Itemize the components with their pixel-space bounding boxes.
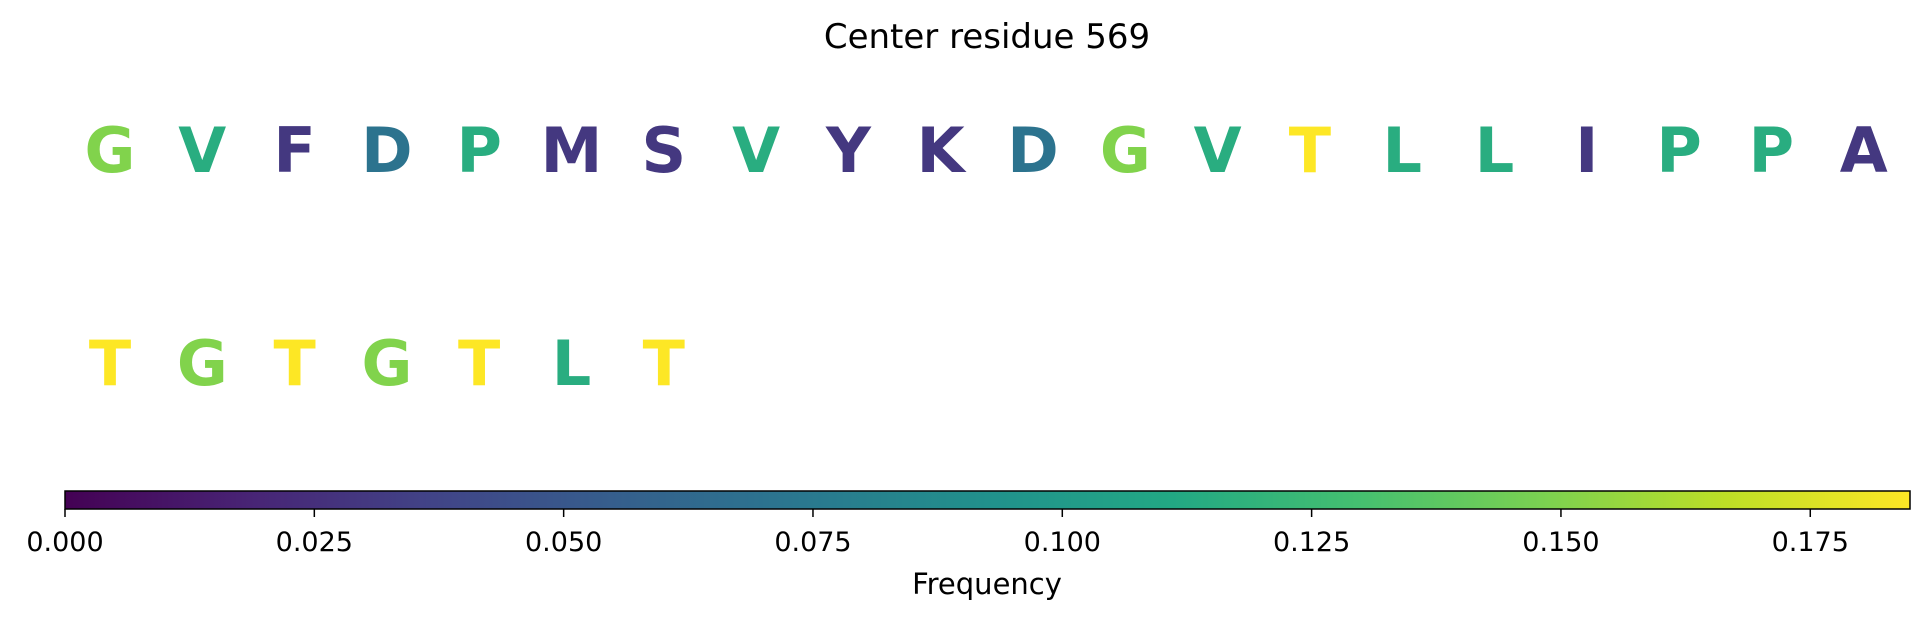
colorbar-tick-label: 0.025 — [276, 527, 353, 558]
residue-f-1-3: F — [273, 114, 315, 187]
colorbar-tick-label: 0.000 — [26, 527, 103, 558]
residue-t-2-3: T — [273, 327, 315, 400]
residue-i-1-17: I — [1575, 114, 1598, 187]
residue-t-2-7: T — [643, 327, 685, 400]
residue-l-1-16: L — [1475, 114, 1515, 187]
residue-t-1-14: T — [1289, 114, 1331, 187]
colorbar-tick-label: 0.175 — [1772, 527, 1849, 558]
colorbar-label: Frequency — [912, 567, 1062, 601]
residue-d-1-11: D — [1007, 114, 1058, 187]
residue-y-1-9: Y — [825, 114, 872, 187]
residue-v-1-8: V — [732, 114, 780, 187]
residue-p-1-18: P — [1656, 114, 1701, 187]
residue-g-1-12: G — [1100, 114, 1151, 187]
residue-logo: G V F D P M S V Y K D G V T L L I P P AT G T G T L T — [85, 114, 1888, 400]
colorbar-tick-label: 0.100 — [1024, 527, 1101, 558]
residue-g-2-2: G — [177, 327, 228, 400]
residue-g-1-1: G — [85, 114, 136, 187]
residue-l-1-15: L — [1382, 114, 1422, 187]
residue-g-2-4: G — [361, 327, 412, 400]
colorbar-tick-label: 0.125 — [1273, 527, 1350, 558]
residue-p-1-5: P — [456, 114, 501, 187]
residue-v-1-13: V — [1194, 114, 1242, 187]
residue-k-1-10: K — [917, 114, 967, 187]
colorbar-ticks: 0.000 0.025 0.050 0.075 0.100 0.125 0.150 0.175 — [26, 509, 1849, 558]
colorbar-tick-label: 0.075 — [774, 527, 851, 558]
residue-m-1-6: M — [541, 114, 603, 187]
residue-l-2-6: L — [552, 327, 592, 400]
colorbar-tick-label: 0.050 — [525, 527, 602, 558]
residue-d-1-4: D — [361, 114, 412, 187]
colorbar — [64, 490, 1911, 510]
residue-t-2-5: T — [458, 327, 500, 400]
residue-v-1-2: V — [178, 114, 226, 187]
chart-title: Center residue 569 — [824, 17, 1150, 57]
residue-p-1-19: P — [1749, 114, 1794, 187]
residue-a-1-20: A — [1840, 114, 1888, 187]
residue-s-1-7: S — [641, 114, 686, 187]
residue-t-2-1: T — [89, 327, 131, 400]
colorbar-tick-label: 0.150 — [1522, 527, 1599, 558]
